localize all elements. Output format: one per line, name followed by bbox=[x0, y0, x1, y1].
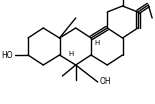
Text: H: H bbox=[94, 40, 99, 46]
Text: OH: OH bbox=[100, 77, 111, 87]
Text: H: H bbox=[69, 51, 74, 57]
Text: HO: HO bbox=[1, 51, 13, 59]
